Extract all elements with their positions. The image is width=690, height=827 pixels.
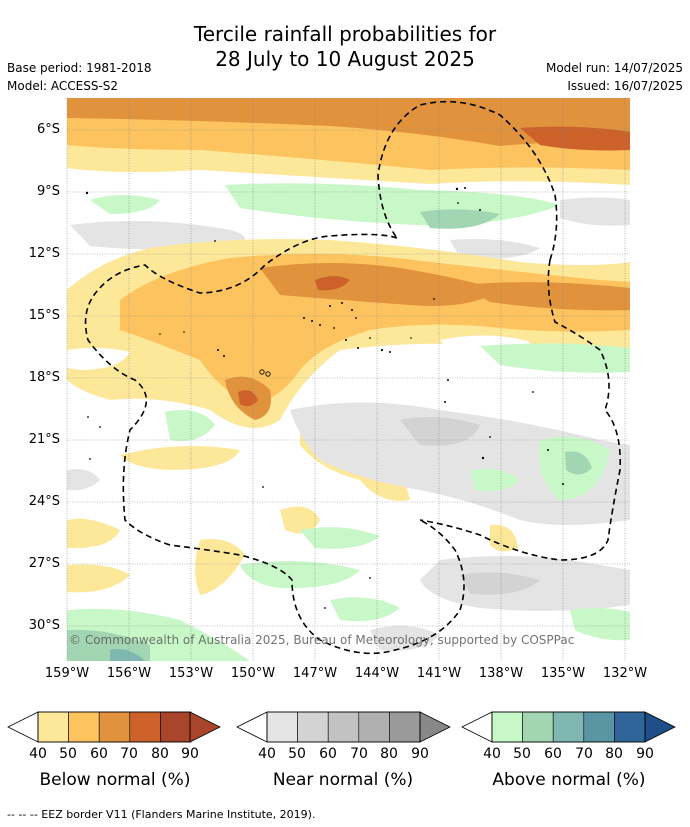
- above-tick-90: 90: [636, 746, 654, 762]
- lat-label-15s: 15°S: [28, 308, 60, 323]
- above-segment-0: [491, 711, 523, 743]
- above-segment-2: [552, 711, 585, 743]
- near-tick-70: 70: [350, 746, 368, 762]
- above-segment-4: [614, 711, 646, 743]
- lat-label-24s: 24°S: [28, 494, 60, 509]
- near-tick-90: 90: [411, 746, 429, 762]
- lon-label-144w: 144°W: [354, 666, 400, 681]
- above-normal-title: Above normal (%): [492, 770, 646, 790]
- eez-footer-note: -- -- -- EEZ border V11 (Flanders Marine…: [7, 808, 316, 821]
- below-tick-90: 90: [181, 746, 199, 762]
- above-tick-60: 60: [544, 746, 562, 762]
- lon-label-150w: 150°W: [230, 666, 276, 681]
- lat-label-21s: 21°S: [28, 432, 60, 447]
- near-tick-50: 50: [288, 746, 306, 762]
- chart-title: Tercile rainfall probabilities for 28 Ju…: [0, 22, 690, 72]
- lon-label-138w: 138°W: [478, 666, 524, 681]
- lon-label-153w: 153°W: [168, 666, 214, 681]
- title-line-2: 28 July to 10 August 2025: [215, 47, 475, 71]
- above-tick-80: 80: [605, 746, 623, 762]
- base-period: Base period: 1981-2018: [7, 61, 152, 75]
- lat-label-12s: 12°S: [28, 246, 60, 261]
- meta-left: Base period: 1981-2018 Model: ACCESS-S2: [7, 59, 152, 95]
- below-tick-50: 50: [59, 746, 77, 762]
- lon-label-141w: 141°W: [416, 666, 462, 681]
- near-segment-0: [266, 711, 298, 743]
- eez-borders: [84, 100, 622, 655]
- model-run: Model run: 14/07/2025: [545, 61, 683, 75]
- below-segment-0: [37, 711, 69, 743]
- near-segment-2: [327, 711, 360, 743]
- model-name: Model: ACCESS-S2: [7, 79, 119, 93]
- colorbar-below: [7, 711, 221, 743]
- lon-label-147w: 147°W: [292, 666, 338, 681]
- lat-label-27s: 27°S: [28, 556, 60, 571]
- lon-label-156w: 156°W: [106, 666, 152, 681]
- below-tick-40: 40: [29, 746, 47, 762]
- below-normal-title: Below normal (%): [39, 770, 191, 790]
- near-segment-3: [358, 711, 390, 743]
- above-tick-40: 40: [483, 746, 501, 762]
- below-segment-1: [68, 711, 100, 743]
- below-tick-80: 80: [151, 746, 169, 762]
- colorbar-near: [236, 711, 451, 743]
- below-segment-3: [129, 711, 161, 743]
- above-segment-1: [522, 711, 554, 743]
- colorbar-above: [461, 711, 676, 743]
- issued-date: Issued: 16/07/2025: [567, 79, 683, 93]
- above-tick-70: 70: [575, 746, 593, 762]
- below-tick-60: 60: [90, 746, 108, 762]
- near-segment-4: [389, 711, 421, 743]
- lon-label-135w: 135°W: [540, 666, 586, 681]
- lat-label-6s: 6°S: [36, 122, 60, 137]
- above-tick-50: 50: [513, 746, 531, 762]
- copyright-notice: © Commonwealth of Australia 2025, Bureau…: [69, 633, 575, 647]
- islands: [85, 187, 564, 609]
- title-line-1: Tercile rainfall probabilities for: [193, 22, 497, 46]
- meta-right: Model run: 14/07/2025 Issued: 16/07/2025: [546, 59, 683, 95]
- lat-label-18s: 18°S: [28, 370, 60, 385]
- near-segment-1: [297, 711, 329, 743]
- near-tick-40: 40: [258, 746, 276, 762]
- near-tick-60: 60: [319, 746, 337, 762]
- above-segment-3: [583, 711, 615, 743]
- lon-label-132w: 132°W: [602, 666, 648, 681]
- probability-shading: [67, 98, 630, 661]
- near-normal-title: Near normal (%): [272, 770, 414, 790]
- lon-label-159w: 159°W: [44, 666, 90, 681]
- below-tick-70: 70: [120, 746, 138, 762]
- near-tick-80: 80: [380, 746, 398, 762]
- below-segment-4: [160, 711, 192, 743]
- lat-label-30s: 30°S: [28, 618, 60, 633]
- lat-label-9s: 9°S: [36, 184, 60, 199]
- below-segment-2: [98, 711, 131, 743]
